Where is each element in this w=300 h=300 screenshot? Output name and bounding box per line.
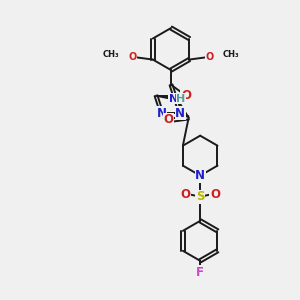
Text: NH: NH <box>168 94 186 104</box>
Text: O: O <box>206 52 214 62</box>
Text: O: O <box>181 188 190 201</box>
Text: N: N <box>175 107 185 120</box>
Text: F: F <box>196 266 204 279</box>
Text: S: S <box>196 190 204 203</box>
Text: N: N <box>157 107 167 120</box>
Text: O: O <box>181 89 191 102</box>
Text: O: O <box>210 188 220 201</box>
Text: CH₃: CH₃ <box>103 50 119 59</box>
Text: N: N <box>195 169 205 182</box>
Text: O: O <box>128 52 136 62</box>
Text: H: H <box>176 94 185 104</box>
Text: CH₃: CH₃ <box>223 50 239 59</box>
Text: O: O <box>164 113 174 126</box>
Text: N: N <box>169 94 178 104</box>
